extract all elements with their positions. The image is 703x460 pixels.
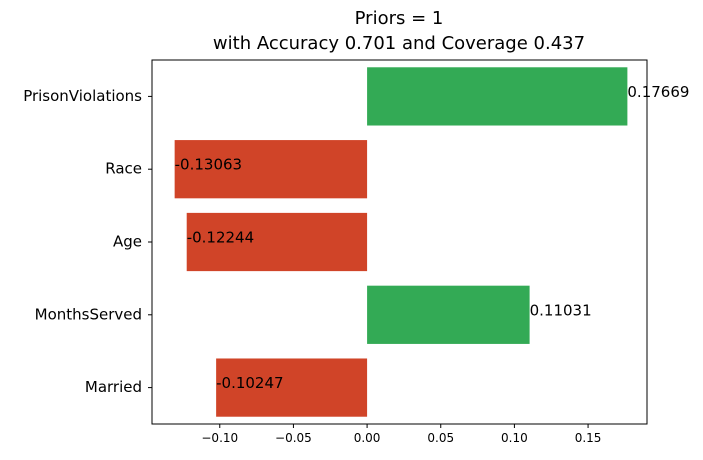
x-tick-label: 0.10 (501, 431, 528, 445)
data-label-monthsserved: 0.11031 (530, 301, 592, 319)
bar-married (216, 358, 368, 417)
category-label-married: Married (85, 378, 142, 396)
bar-race (174, 140, 368, 199)
category-label-monthsserved: MonthsServed (35, 305, 142, 323)
x-tick-label: 0.15 (575, 431, 602, 445)
data-label-race: -0.13063 (175, 156, 242, 174)
bar-age (186, 212, 368, 272)
bar-monthsserved (367, 285, 530, 344)
category-labels: PrisonViolations Race Age MonthsServed Marri… (23, 87, 152, 396)
x-axis-ticks: −0.10 −0.05 0.00 0.05 0.10 0.15 (201, 424, 601, 445)
data-label-married: -0.10247 (216, 374, 283, 392)
chart-title: Priors = 1 (355, 8, 444, 29)
x-tick-label: 0.00 (354, 431, 381, 445)
x-tick-label: −0.10 (201, 431, 238, 445)
category-label-age: Age (113, 233, 142, 251)
x-tick-label: −0.05 (275, 431, 312, 445)
data-label-age: -0.12244 (187, 229, 254, 247)
chart-subtitle: with Accuracy 0.701 and Coverage 0.437 (213, 33, 585, 54)
data-label-prisonviolations: 0.17669 (627, 83, 689, 101)
data-labels: 0.17669 -0.13063 -0.12244 0.11031 -0.10247 (175, 83, 690, 392)
bar-prisonviolations (367, 67, 628, 126)
bars-group (174, 67, 628, 417)
category-label-prisonviolations: PrisonViolations (23, 87, 142, 105)
x-tick-label: 0.05 (427, 431, 454, 445)
category-label-race: Race (105, 160, 142, 178)
